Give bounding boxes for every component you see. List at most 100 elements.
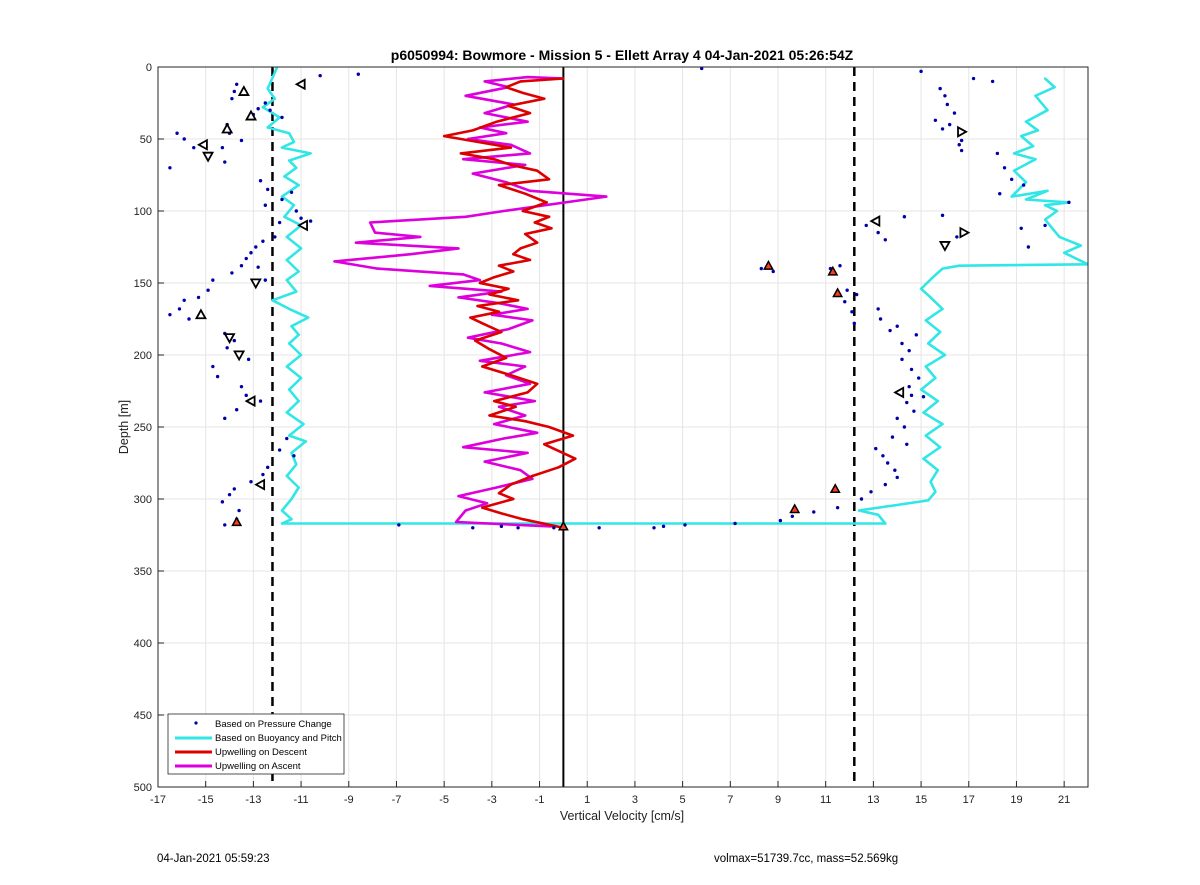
pressure-change-point	[771, 269, 775, 274]
buoyancy-pitch-point	[290, 451, 293, 455]
descent-upwelling-point	[512, 497, 515, 501]
buoyancy-pitch-point	[292, 204, 296, 207]
ascent-upwelling-point	[519, 469, 522, 472]
buoyancy-pitch-point	[261, 106, 265, 109]
descent-upwelling-point	[500, 512, 503, 515]
pressure-change-point	[940, 213, 945, 218]
descent-upwelling-point	[514, 405, 517, 409]
pressure-change-point	[277, 220, 282, 225]
pressure-change-point	[952, 111, 957, 115]
pressure-change-point	[239, 138, 244, 143]
buoyancy-pitch-point	[919, 287, 923, 290]
open-triangle-marker	[249, 278, 262, 290]
descent-upwelling-point	[519, 247, 522, 250]
descent-upwelling-point	[547, 425, 551, 429]
descent-upwelling-point	[509, 163, 513, 167]
buoyancy-pitch-point	[1024, 120, 1028, 123]
buoyancy-pitch-point	[299, 353, 303, 357]
pressure-change-point	[220, 145, 225, 150]
buoyancy-pitch-point	[922, 457, 925, 460]
pressure-change-point	[933, 118, 938, 122]
ascent-upwelling-point	[483, 460, 486, 463]
ascent-upwelling-point	[409, 253, 412, 256]
descent-upwelling-point	[547, 215, 551, 218]
pressure-change-point	[225, 346, 229, 350]
buoyancy-pitch-point	[287, 388, 291, 391]
buoyancy-pitch-point	[924, 319, 928, 322]
filled-triangle-marker	[829, 483, 841, 494]
pressure-change-point	[838, 264, 842, 268]
buoyancy-pitch-point	[919, 388, 923, 391]
open-triangle-marker	[233, 350, 246, 362]
pressure-change-point	[232, 338, 237, 343]
pressure-change-point	[1043, 223, 1047, 228]
pressure-change-point	[907, 348, 911, 353]
buoyancy-pitch-point	[958, 264, 961, 267]
pressure-change-point	[909, 367, 914, 372]
pressure-change-point	[223, 416, 227, 421]
pressure-change-point	[921, 395, 926, 399]
buoyancy-pitch-point	[1046, 189, 1049, 193]
buoyancy-pitch-point	[283, 215, 286, 218]
buoyancy-pitch-point	[297, 486, 300, 489]
pressure-change-point	[947, 122, 952, 127]
pressure-change-point	[890, 435, 895, 439]
pressure-change-point	[268, 108, 272, 112]
buoyancy-pitch-point	[299, 247, 303, 250]
buoyancy-pitch-point	[934, 490, 937, 493]
open-triangle-marker	[957, 125, 968, 138]
descent-upwelling-point	[512, 270, 515, 273]
pressure-change-point	[265, 187, 270, 192]
x-tick-label: -9	[344, 794, 354, 806]
buoyancy-pitch-point	[309, 152, 312, 155]
pressure-change-point	[845, 288, 849, 292]
x-tick-label: -3	[487, 794, 497, 806]
descent-upwelling-point	[545, 201, 548, 204]
descent-upwelling-point	[531, 474, 534, 478]
pressure-change-point	[874, 446, 878, 451]
buoyancy-pitch-point	[285, 258, 288, 262]
pressure-change-point	[1021, 183, 1026, 187]
buoyancy-pitch-point	[295, 290, 298, 293]
buoyancy-pitch-point	[285, 365, 288, 368]
open-triangle-marker	[196, 138, 208, 151]
ascent-upwelling-point	[605, 195, 608, 198]
y-tick-label: 500	[134, 782, 152, 794]
descent-upwelling-point	[504, 356, 508, 360]
pressure-change-point	[356, 72, 361, 76]
pressure-change-point	[914, 333, 919, 337]
buoyancy-pitch-point	[938, 330, 942, 334]
pressure-change-point	[196, 295, 201, 300]
pressure-change-point	[244, 256, 248, 261]
pressure-change-point	[261, 239, 265, 243]
pressure-change-point	[246, 357, 251, 362]
ascent-upwelling-point	[466, 336, 470, 339]
descent-upwelling-point	[528, 258, 532, 262]
y-tick-label: 450	[134, 710, 152, 722]
ascent-upwelling-point	[531, 319, 534, 322]
pressure-change-point	[895, 475, 899, 480]
pressure-change-point	[263, 278, 268, 282]
descent-upwelling-point	[481, 365, 484, 368]
pressure-change-point	[223, 523, 227, 527]
pressure-change-point	[957, 143, 961, 147]
buoyancy-pitch-point	[285, 474, 288, 478]
filled-triangle-marker	[231, 516, 243, 527]
descent-upwelling-point	[481, 322, 484, 325]
ascent-upwelling-point	[507, 327, 510, 331]
pressure-change-point	[232, 487, 237, 491]
descent-upwelling-point	[562, 77, 565, 80]
buoyancy-pitch-point	[931, 276, 935, 279]
pressure-change-point	[1026, 245, 1031, 249]
pressure-change-point	[850, 310, 854, 314]
pressure-change-point	[883, 482, 888, 487]
ascent-upwelling-point	[528, 189, 532, 193]
descent-upwelling-point	[497, 183, 501, 187]
descent-upwelling-point	[471, 129, 474, 132]
pressure-change-point	[318, 73, 322, 78]
pressure-change-point	[902, 425, 907, 429]
pressure-change-point	[852, 321, 857, 326]
footer-vehicle-info: volmax=51739.7cc, mass=52.569kg	[714, 853, 899, 865]
buoyancy-pitch-point	[290, 325, 293, 328]
x-tick-label: 19	[1010, 794, 1022, 806]
